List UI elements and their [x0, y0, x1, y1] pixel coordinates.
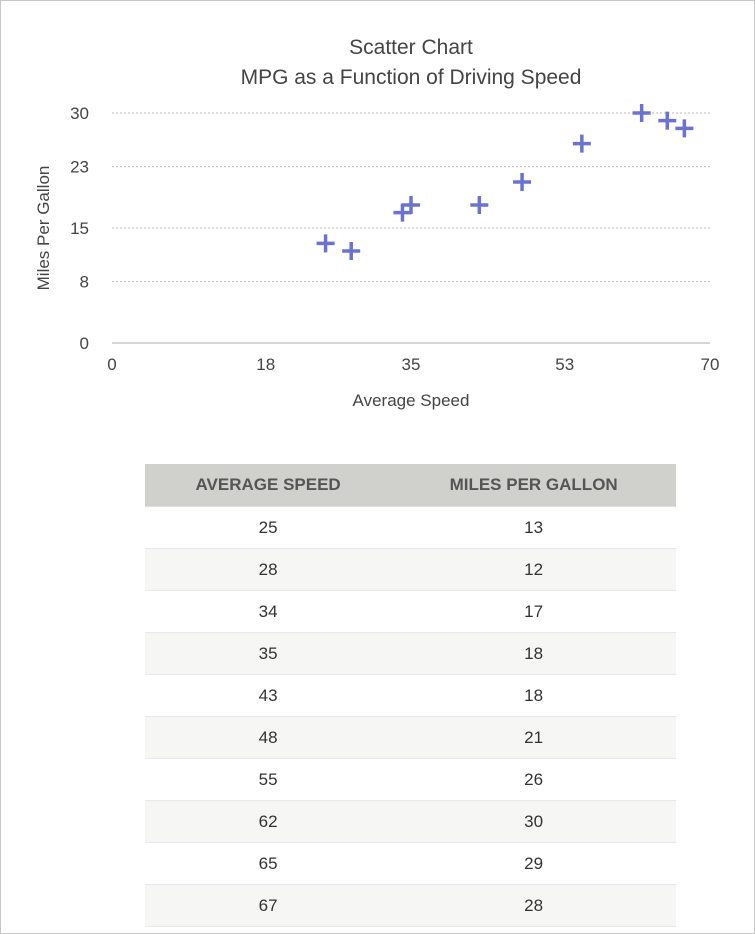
- mpg-cell: 17: [391, 590, 676, 633]
- scatter-chart: Scatter Chart MPG as a Function of Drivi…: [34, 36, 720, 410]
- mpg-cell: 29: [391, 842, 676, 885]
- chart-subtitle: MPG as a Function of Driving Speed: [241, 66, 582, 89]
- data-point: [658, 111, 677, 130]
- mpg-cell: 18: [391, 674, 676, 717]
- speed-cell: 48: [145, 716, 392, 759]
- column-header-average-speed: AVERAGE SPEED: [145, 464, 392, 507]
- column-header-miles-per-gallon: MILES PER GALLON: [391, 464, 676, 507]
- mpg-cell: 30: [391, 800, 676, 843]
- data-point: [675, 119, 694, 138]
- data-point: [513, 173, 532, 191]
- speed-cell: 43: [145, 674, 392, 717]
- table-row: 62 30: [145, 800, 676, 843]
- table-row: 65 29: [145, 842, 676, 885]
- speed-cell: 25: [145, 506, 392, 549]
- data-point: [470, 196, 489, 214]
- table-row: 43 18: [145, 674, 676, 717]
- speed-cell: 55: [145, 758, 392, 801]
- x-tick-label: 35: [402, 355, 421, 374]
- speed-cell: 34: [145, 590, 392, 633]
- table-row: 28 12: [145, 548, 676, 591]
- table-row: 55 26: [145, 758, 676, 801]
- mpg-cell: 21: [391, 716, 676, 759]
- y-tick-label: 0: [80, 334, 89, 353]
- mpg-cell: 18: [391, 632, 676, 675]
- mpg-cell: 26: [391, 758, 676, 801]
- x-tick-label: 53: [555, 355, 574, 374]
- x-tick-label: 18: [256, 355, 275, 374]
- y-tick-label: 8: [80, 273, 89, 292]
- y-tick-label: 30: [70, 104, 89, 123]
- data-point: [572, 134, 591, 153]
- data-table: AVERAGE SPEED MILES PER GALLON 25 13 28 12 3…: [145, 464, 676, 927]
- speed-cell: 65: [145, 842, 392, 885]
- x-tick-label: 0: [107, 355, 116, 374]
- data-point: [402, 196, 420, 214]
- y-tick-label: 23: [70, 158, 89, 177]
- x-tick-label: 70: [701, 355, 720, 374]
- speed-cell: 62: [145, 800, 392, 843]
- data-point: [632, 104, 651, 122]
- table-row: 48 21: [145, 716, 676, 759]
- table-row: 34 17: [145, 590, 676, 633]
- table-row: 25 13: [145, 506, 676, 549]
- mpg-cell: 28: [391, 884, 676, 927]
- data-point: [316, 234, 335, 253]
- chart-title: Scatter Chart: [349, 36, 473, 59]
- speed-cell: 35: [145, 632, 392, 675]
- table-row: 35 18: [145, 632, 676, 675]
- table-row: 67 28: [145, 884, 676, 927]
- speed-cell: 67: [145, 884, 392, 927]
- x-axis-label: Average Speed: [353, 391, 470, 410]
- mpg-cell: 13: [391, 506, 676, 549]
- y-tick-label: 15: [70, 219, 89, 238]
- data-point: [342, 242, 361, 260]
- y-axis-label: Miles Per Gallon: [34, 166, 53, 291]
- mpg-cell: 12: [391, 548, 676, 591]
- speed-cell: 28: [145, 548, 392, 591]
